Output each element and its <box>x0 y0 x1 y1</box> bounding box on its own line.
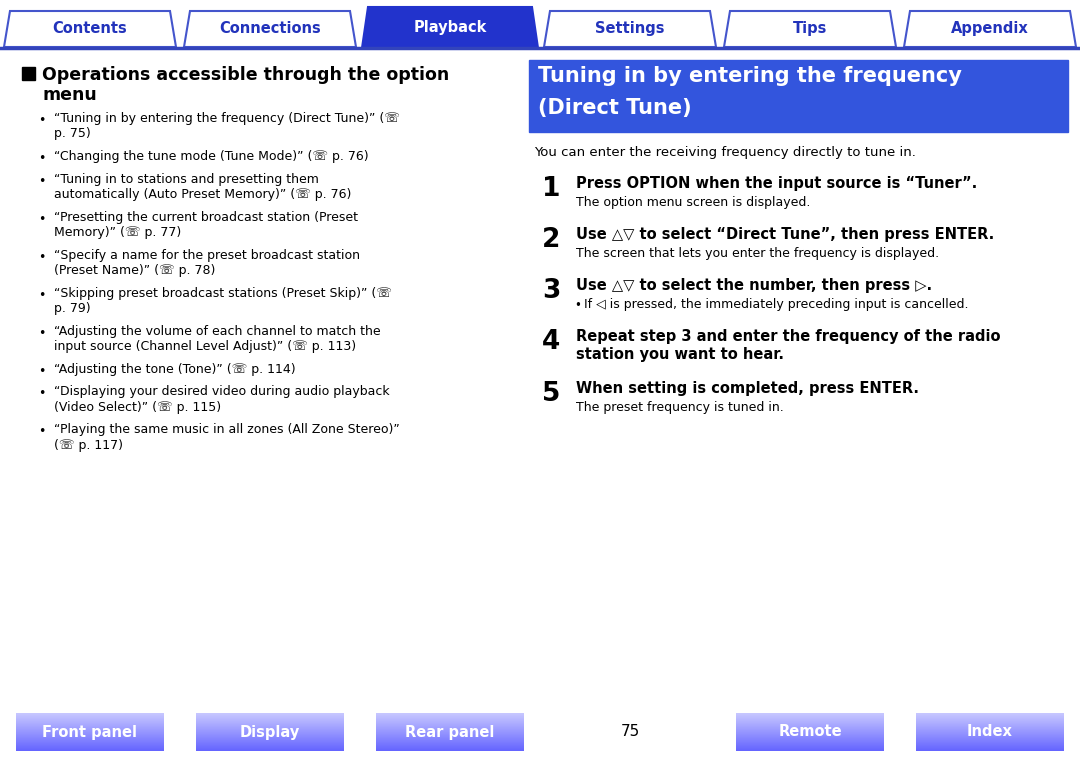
Text: Operations accessible through the option: Operations accessible through the option <box>42 66 449 84</box>
Text: Display: Display <box>240 724 300 740</box>
Text: Front panel: Front panel <box>42 724 137 740</box>
Text: •: • <box>38 387 45 400</box>
Text: •: • <box>38 152 45 165</box>
Text: •: • <box>38 114 45 127</box>
Text: •: • <box>38 212 45 225</box>
Text: The preset frequency is tuned in.: The preset frequency is tuned in. <box>577 401 784 414</box>
Text: Memory)” (☏ p. 77): Memory)” (☏ p. 77) <box>54 226 181 239</box>
Text: p. 75): p. 75) <box>54 128 91 141</box>
Text: Index: Index <box>967 724 1013 740</box>
Text: You can enter the receiving frequency directly to tune in.: You can enter the receiving frequency di… <box>535 146 916 159</box>
Text: “Presetting the current broadcast station (Preset: “Presetting the current broadcast statio… <box>54 211 357 224</box>
Text: •: • <box>38 326 45 339</box>
Text: •: • <box>38 174 45 187</box>
Polygon shape <box>904 11 1076 47</box>
Text: Press OPTION when the input source is “Tuner”.: Press OPTION when the input source is “T… <box>577 176 977 191</box>
Polygon shape <box>184 11 356 47</box>
Text: “Changing the tune mode (Tune Mode)” (☏ p. 76): “Changing the tune mode (Tune Mode)” (☏ … <box>54 150 368 163</box>
Text: “Tuning in by entering the frequency (Direct Tune)” (☏: “Tuning in by entering the frequency (Di… <box>54 112 400 125</box>
Text: Connections: Connections <box>219 21 321 36</box>
Text: (Direct Tune): (Direct Tune) <box>538 98 692 118</box>
Polygon shape <box>724 11 896 47</box>
Text: 5: 5 <box>542 381 561 407</box>
Text: If ◁ is pressed, the immediately preceding input is cancelled.: If ◁ is pressed, the immediately precedi… <box>584 298 969 311</box>
Text: “Playing the same music in all zones (All Zone Stereo)”: “Playing the same music in all zones (Al… <box>54 423 400 436</box>
Text: 2: 2 <box>542 227 561 253</box>
Text: Repeat step 3 and enter the frequency of the radio: Repeat step 3 and enter the frequency of… <box>577 329 1001 344</box>
Text: Use △▽ to select the number, then press ▷.: Use △▽ to select the number, then press … <box>577 278 932 293</box>
Text: •: • <box>575 299 581 312</box>
Text: Rear panel: Rear panel <box>405 724 495 740</box>
Bar <box>22 67 35 80</box>
Text: •: • <box>38 425 45 438</box>
Text: automatically (Auto Preset Memory)” (☏ p. 76): automatically (Auto Preset Memory)” (☏ p… <box>54 188 351 201</box>
Text: •: • <box>38 250 45 263</box>
Text: “Adjusting the volume of each channel to match the: “Adjusting the volume of each channel to… <box>54 324 380 337</box>
Text: •: • <box>38 288 45 301</box>
Text: “Skipping preset broadcast stations (Preset Skip)” (☏: “Skipping preset broadcast stations (Pre… <box>54 286 392 300</box>
Text: menu: menu <box>42 86 97 104</box>
Text: 1: 1 <box>542 176 561 202</box>
Text: 4: 4 <box>542 329 561 355</box>
Polygon shape <box>4 11 176 47</box>
Text: Tips: Tips <box>793 21 827 36</box>
Text: station you want to hear.: station you want to hear. <box>577 347 784 362</box>
Text: (Video Select)” (☏ p. 115): (Video Select)” (☏ p. 115) <box>54 400 221 413</box>
Text: Playback: Playback <box>414 20 487 35</box>
Text: The option menu screen is displayed.: The option menu screen is displayed. <box>577 196 811 209</box>
Text: “Displaying your desired video during audio playback: “Displaying your desired video during au… <box>54 385 390 398</box>
Text: Contents: Contents <box>53 21 127 36</box>
Text: input source (Channel Level Adjust)” (☏ p. 113): input source (Channel Level Adjust)” (☏ … <box>54 340 356 353</box>
Text: Appendix: Appendix <box>951 21 1029 36</box>
Text: “Adjusting the tone (Tone)” (☏ p. 114): “Adjusting the tone (Tone)” (☏ p. 114) <box>54 362 296 375</box>
Text: (☏ p. 117): (☏ p. 117) <box>54 438 123 451</box>
Text: (Preset Name)” (☏ p. 78): (Preset Name)” (☏ p. 78) <box>54 264 215 277</box>
Text: 75: 75 <box>620 724 639 740</box>
Polygon shape <box>362 7 538 48</box>
Text: “Tuning in to stations and presetting them: “Tuning in to stations and presetting th… <box>54 173 319 186</box>
Text: 3: 3 <box>542 278 561 304</box>
Text: Tuning in by entering the frequency: Tuning in by entering the frequency <box>538 66 962 86</box>
Text: Settings: Settings <box>595 21 665 36</box>
Text: Use △▽ to select “Direct Tune”, then press ENTER.: Use △▽ to select “Direct Tune”, then pre… <box>577 227 995 242</box>
Text: p. 79): p. 79) <box>54 302 91 315</box>
Text: When setting is completed, press ENTER.: When setting is completed, press ENTER. <box>577 381 919 396</box>
Polygon shape <box>544 11 716 47</box>
Text: Remote: Remote <box>779 724 841 740</box>
Text: The screen that lets you enter the frequency is displayed.: The screen that lets you enter the frequ… <box>577 247 940 260</box>
Text: “Specify a name for the preset broadcast station: “Specify a name for the preset broadcast… <box>54 249 360 262</box>
Text: •: • <box>38 365 45 377</box>
Bar <box>529 60 1068 132</box>
